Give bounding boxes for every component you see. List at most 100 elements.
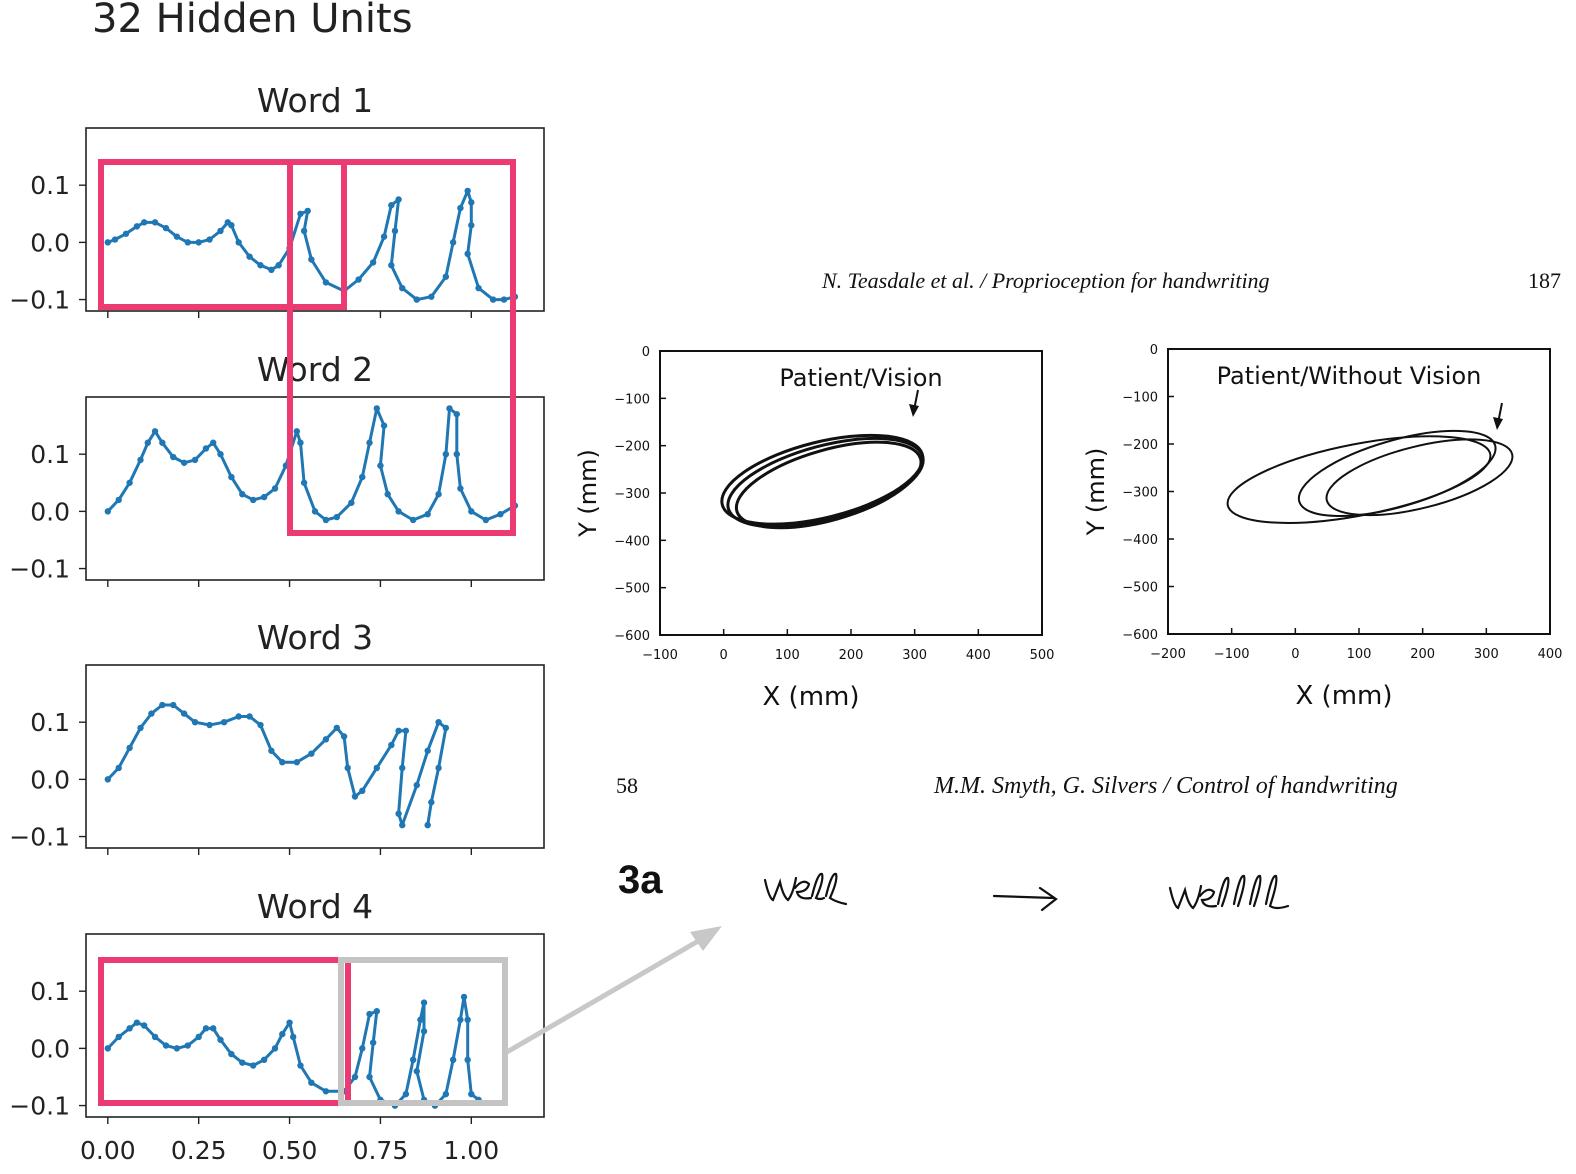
trajectory-point: [399, 284, 406, 292]
trajectory-point: [475, 284, 482, 292]
trajectory-point: [228, 222, 235, 229]
trajectory-point: [442, 450, 450, 458]
x-tick-label: 0: [1291, 647, 1299, 662]
highlight-box-loops: [287, 159, 516, 536]
pointer-arrow: [505, 926, 722, 1055]
trajectory-point: [297, 439, 304, 446]
trajectory-point: [115, 496, 122, 504]
trajectory-point: [322, 516, 330, 524]
bottom-page-number: 58: [616, 773, 638, 798]
arrow-shaft: [505, 937, 702, 1055]
trajectory-point: [184, 239, 191, 246]
trajectory-point: [402, 727, 410, 734]
x-tick-label: 300: [902, 648, 927, 663]
trajectory-point: [399, 821, 406, 829]
word-panel-3: Word 3 0.1 0.0 −0.1: [9, 618, 545, 855]
word-panel-4: Word 4 0.1 0.0 −0.1 0.00 0.25 0.50 0.75 1.00: [9, 887, 545, 1165]
plot-frame: [659, 350, 1043, 636]
trajectory-point: [275, 262, 282, 269]
trajectory-line: [106, 995, 480, 1108]
trajectory-point: [257, 721, 264, 729]
trajectory-point: [351, 1073, 359, 1081]
trajectory-point: [191, 718, 199, 726]
trajectory-point: [442, 273, 450, 280]
trajectory-point: [449, 1056, 457, 1064]
trajectory-loop: [1297, 429, 1497, 517]
trajectory-point: [235, 713, 242, 720]
x-tick-label: −200: [1150, 647, 1186, 662]
trajectory-point: [420, 999, 428, 1006]
trajectory-point: [173, 233, 181, 240]
y-tick-label: −0.1: [9, 286, 70, 315]
trajectory-point: [482, 516, 490, 524]
bottom-reference-header: M.M. Smyth, G. Silvers / Control of hand…: [934, 773, 1398, 799]
trajectory-point: [435, 491, 442, 498]
trajectory-point: [351, 793, 359, 800]
trajectory-point: [104, 508, 112, 515]
trajectory-point: [228, 1050, 235, 1058]
trajectory-point: [464, 250, 471, 258]
trajectory-point: [250, 496, 257, 504]
plot-frame: [85, 396, 545, 581]
trajectory-chart-2: −200 −100 0 100 200 300 400 0 −100 −200 −300 −400 −5…: [1082, 343, 1562, 711]
trajectory-point: [420, 1028, 428, 1035]
x-tick-label: 100: [775, 648, 800, 663]
trajectory-point: [271, 485, 279, 492]
trajectory-point: [468, 508, 475, 515]
handwriting-wellll: [1168, 874, 1290, 910]
trajectory-point: [133, 1019, 141, 1026]
trajectory-point: [457, 485, 464, 492]
x-axis-label: X (mm): [1295, 681, 1392, 711]
x-tick-label: 500: [1030, 648, 1055, 663]
trajectory-point: [322, 279, 330, 286]
trajectory-point: [217, 1036, 224, 1043]
trajectory-point: [133, 223, 141, 230]
trajectory-loop: [1325, 438, 1514, 517]
plot-frame: [85, 933, 545, 1118]
trajectory-point: [260, 1056, 268, 1064]
trajectory-point: [286, 1019, 293, 1026]
trajectory-point: [468, 199, 475, 206]
trajectory-point: [413, 296, 420, 303]
y-tick-label: −0.1: [9, 1092, 70, 1121]
annotation-arrowhead: [909, 404, 919, 417]
trajectory-point: [140, 219, 148, 226]
trajectory-chart-1: −100 0 100 200 300 400 500 0 −100 −200 −300 −400 −50…: [574, 345, 1054, 712]
trajectory-point: [279, 1030, 286, 1038]
y-tick-label: 0.0: [30, 765, 70, 794]
handwriting-samples: [763, 872, 1290, 912]
trajectory-point: [446, 405, 453, 412]
trajectory-point: [159, 701, 166, 709]
plot-frame: [85, 127, 545, 312]
trajectory-point: [380, 233, 388, 240]
trajectory-point: [402, 1090, 410, 1098]
arrow-head: [690, 926, 722, 951]
trajectory-point: [366, 1010, 373, 1018]
trajectory-loop: [734, 440, 923, 530]
trajectory-line: [106, 703, 448, 827]
trajectory-point: [308, 750, 315, 757]
trajectory-point: [210, 439, 217, 446]
trajectory-point: [206, 236, 213, 243]
x-tick-label: 200: [839, 648, 864, 663]
trajectory-point: [409, 1056, 417, 1064]
trajectory-point: [453, 410, 460, 418]
panel-title: Word 4: [257, 887, 373, 926]
trajectory-point: [297, 210, 304, 217]
x-tick-label: 300: [1474, 647, 1499, 662]
trajectory-point: [235, 239, 242, 246]
x-tick-label: 0.50: [262, 1136, 318, 1165]
trajectory-point: [217, 450, 224, 458]
trajectory-point: [344, 764, 351, 772]
trajectory-point: [497, 511, 504, 518]
trajectory-point: [464, 1016, 471, 1023]
chart-title: Patient/Without Vision: [1217, 362, 1482, 390]
trajectory-point: [162, 1042, 170, 1049]
top-reference-header: N. Teasdale et al. / Proprioception for …: [822, 268, 1270, 293]
y-axis-label: Y (mm): [1082, 448, 1110, 537]
trajectory-point: [395, 508, 402, 515]
trajectory-point: [373, 1008, 380, 1015]
y-tick-label: 0.0: [30, 497, 70, 526]
y-tick-label: −100: [614, 392, 650, 407]
